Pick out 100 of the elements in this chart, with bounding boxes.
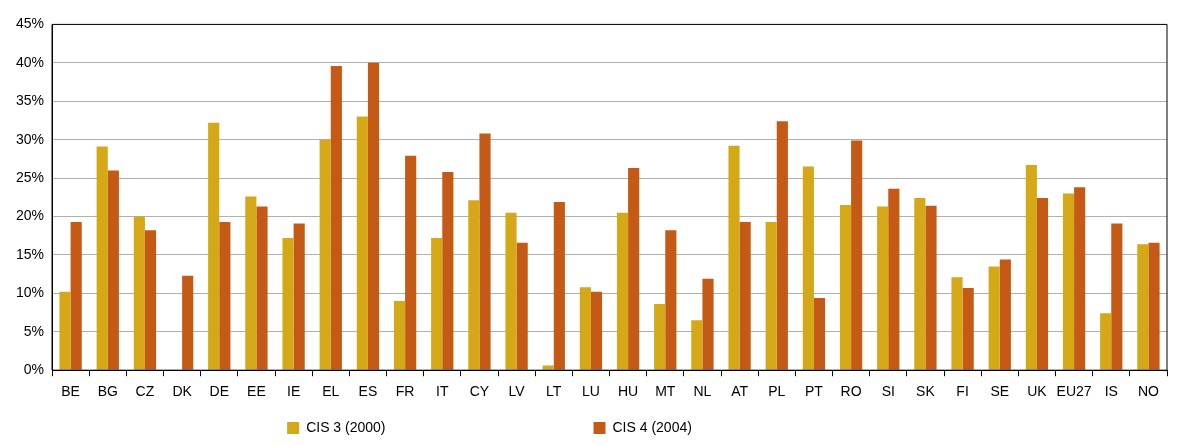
bar (1111, 223, 1123, 370)
bar (914, 198, 926, 370)
bar (1148, 242, 1160, 370)
x-tick-label: IS (1104, 383, 1118, 400)
bar (628, 168, 640, 370)
bar (888, 188, 900, 370)
legend-label: CIS 3 (2000) (306, 418, 582, 435)
x-tick-label: FR (395, 383, 415, 400)
y-tick-label: 0% (23, 361, 45, 378)
bar (133, 216, 145, 370)
x-tick-label: LU (581, 383, 600, 400)
x-tick-label: BG (97, 383, 118, 400)
bar (70, 221, 82, 370)
x-tick-label: PT (804, 383, 824, 400)
bar (590, 291, 603, 370)
bar (951, 277, 963, 370)
bar (553, 201, 565, 370)
bar (1137, 244, 1149, 370)
bar (96, 146, 108, 370)
bar (293, 223, 305, 370)
x-tick-label: UK (1027, 383, 1048, 400)
bar (776, 121, 788, 370)
bar (925, 205, 937, 370)
bar (219, 221, 231, 370)
bar (988, 266, 1000, 370)
bar (245, 196, 257, 370)
y-tick-label: 40% (15, 53, 45, 70)
x-tick-label: SI (881, 383, 895, 400)
bar (877, 206, 889, 370)
bar (367, 62, 380, 370)
bar (665, 230, 677, 370)
y-tick-label: 25% (15, 168, 45, 185)
bar (702, 278, 714, 370)
x-tick-label: DE (209, 383, 229, 400)
bar (1074, 187, 1086, 370)
y-tick-label: 20% (15, 207, 45, 224)
x-tick-label: PL (768, 383, 786, 400)
bar (319, 139, 331, 370)
bar (962, 287, 974, 370)
bar (802, 166, 814, 370)
x-tick-label: HU (617, 383, 639, 400)
legend-label: CIS 4 (2004) (612, 418, 888, 435)
x-tick-label: LV (508, 383, 526, 400)
x-tick-label: CZ (135, 383, 155, 400)
x-tick-label: BE (61, 383, 80, 400)
bar (542, 365, 554, 370)
bar (1036, 198, 1049, 370)
bar (256, 206, 268, 370)
bar (579, 287, 591, 370)
bar (107, 170, 119, 370)
x-tick-label: FI (956, 383, 969, 400)
x-tick-label: DK (172, 383, 193, 400)
bar (516, 242, 528, 370)
x-tick-label: IT (436, 383, 449, 400)
bar (330, 65, 342, 370)
x-tick-label: SK (916, 383, 936, 400)
bar (1025, 165, 1037, 370)
bar (691, 320, 703, 370)
bar (654, 304, 666, 370)
bar (144, 230, 157, 370)
bar (1062, 193, 1075, 370)
bar (405, 155, 417, 370)
x-tick-label: NO (1137, 383, 1160, 400)
bar (282, 238, 294, 370)
x-tick-label: EU27 (1056, 383, 1092, 400)
bar (813, 297, 826, 370)
x-tick-label: IE (286, 383, 301, 400)
bar (431, 238, 443, 370)
x-tick-label: SE (990, 383, 1010, 400)
x-tick-label: ES (358, 383, 378, 400)
x-tick-label: EE (247, 383, 266, 400)
bar (851, 140, 863, 370)
bar (182, 275, 194, 370)
bar (728, 145, 740, 370)
bar (505, 212, 517, 370)
bar (739, 221, 751, 370)
y-tick-label: 35% (15, 92, 45, 109)
bar (839, 204, 852, 370)
x-tick-label: AT (731, 383, 749, 400)
bar (59, 291, 71, 370)
y-tick-label: 5% (23, 322, 45, 339)
x-tick-label: NL (693, 383, 712, 400)
bar (208, 122, 220, 370)
y-tick-label: 45% (15, 15, 45, 32)
bar (393, 301, 406, 370)
bar (765, 221, 777, 370)
x-tick-label: EL (322, 383, 340, 400)
x-tick-label: CY (469, 383, 490, 400)
bar (442, 171, 454, 370)
bar (616, 212, 629, 370)
y-tick-label: 30% (15, 130, 45, 147)
x-tick-label: RO (840, 383, 862, 400)
bar (1100, 313, 1112, 370)
bar (468, 200, 480, 370)
y-tick-label: 15% (15, 245, 45, 262)
bar (356, 116, 368, 370)
x-tick-label: LT (546, 383, 562, 400)
y-tick-label: 10% (15, 284, 45, 301)
bar (479, 133, 491, 370)
bar (999, 259, 1011, 370)
